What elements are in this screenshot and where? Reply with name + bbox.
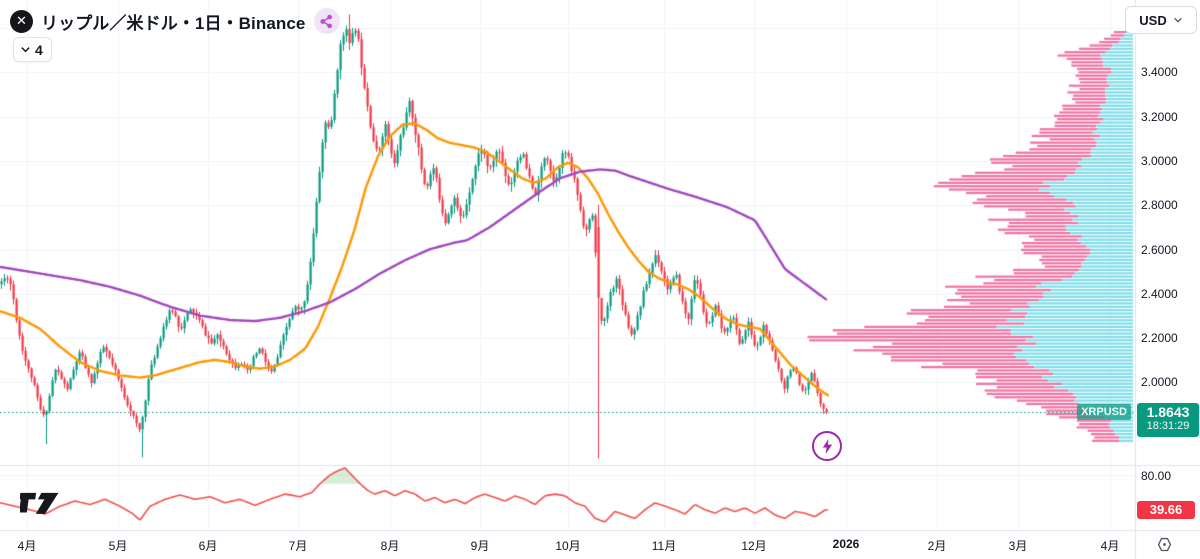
price-axis-label: 2.8000 — [1141, 198, 1178, 212]
price-axis-label: 3.0000 — [1141, 154, 1178, 168]
axis-settings-icon[interactable] — [1156, 536, 1173, 558]
price-axis-label: 2.0000 — [1141, 375, 1178, 389]
rsi-upper-band-label: 80.00 — [1141, 469, 1172, 483]
chevron-down-icon — [21, 47, 30, 53]
xrp-logo-icon: ✕ — [10, 9, 33, 33]
time-axis-label: 6月 — [198, 539, 218, 553]
time-axis-label: 11月 — [651, 539, 677, 553]
price-axis-label: 2.6000 — [1141, 243, 1178, 257]
current-price-value: 1.8643 — [1146, 404, 1190, 420]
share-icon-glyph — [320, 14, 332, 28]
time-axis-label: 5月 — [108, 539, 128, 553]
currency-label: USD — [1139, 12, 1167, 28]
rsi-value-badge: 39.66 — [1137, 501, 1195, 519]
time-axis-label: 2026 — [832, 537, 860, 551]
currency-button[interactable]: USD — [1125, 6, 1197, 34]
indicator-legend-chip[interactable]: 4 — [13, 37, 52, 62]
symbol-title[interactable]: リップル／米ドル・1日・Binance — [41, 13, 306, 33]
price-axis-label: 2.2000 — [1141, 331, 1178, 345]
bar-countdown: 18:31:29 — [1146, 420, 1190, 432]
symbol-header: ✕ リップル／米ドル・1日・Binance — [10, 8, 340, 34]
share-icon[interactable] — [313, 8, 340, 34]
time-axis-label: 12月 — [741, 539, 767, 553]
price-axis-label: 3.4000 — [1141, 65, 1178, 79]
time-axis-label: 8月 — [380, 539, 400, 553]
chevron-down-icon — [1173, 17, 1182, 23]
price-axis-label: 2.4000 — [1141, 287, 1178, 301]
current-price-badge: 1.8643 18:31:29 — [1137, 403, 1199, 437]
price-axis-label: 3.2000 — [1141, 110, 1178, 124]
tradingview-logo[interactable] — [18, 485, 62, 524]
lightning-glyph — [822, 438, 832, 454]
time-axis-label: 10月 — [555, 539, 581, 553]
time-axis-label: 2月 — [927, 539, 947, 553]
time-axis-label: 4月 — [1100, 539, 1120, 553]
time-axis-label: 7月 — [288, 539, 308, 553]
indicator-count: 4 — [35, 41, 43, 58]
time-axis-label: 3月 — [1008, 539, 1028, 553]
time-axis-label: 9月 — [470, 539, 490, 553]
symbol-price-tag: XRPUSD — [1077, 404, 1131, 420]
lightning-icon[interactable] — [812, 431, 842, 461]
time-axis-label: 4月 — [17, 539, 37, 553]
